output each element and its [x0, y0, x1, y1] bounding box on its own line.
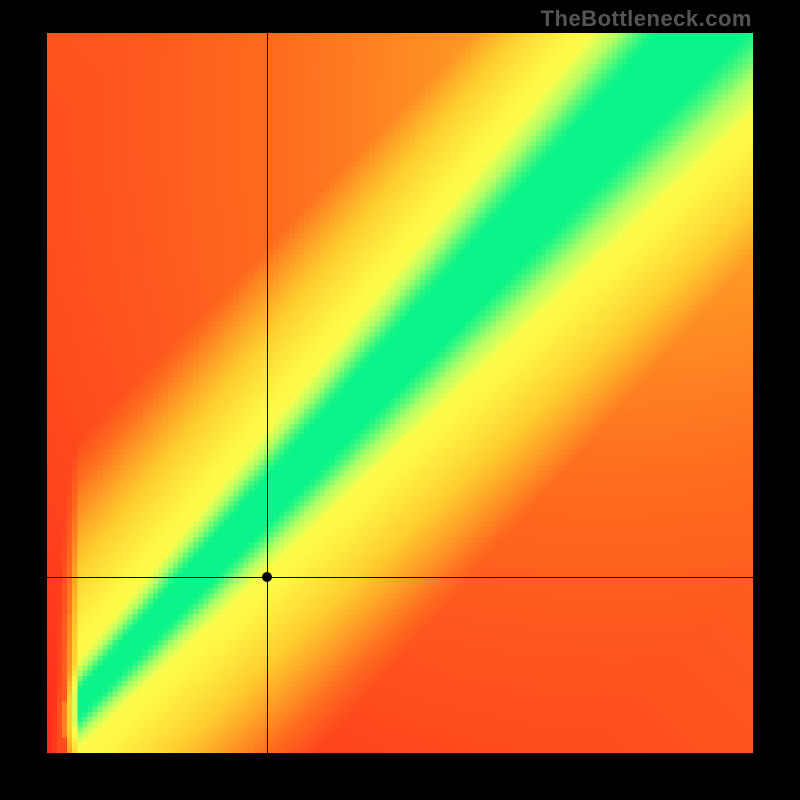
- figure-container: TheBottleneck.com: [0, 0, 800, 800]
- crosshair-horizontal: [47, 577, 753, 578]
- heatmap-plot: [47, 33, 753, 753]
- heatmap-canvas: [47, 33, 753, 753]
- watermark-text: TheBottleneck.com: [541, 6, 752, 32]
- crosshair-marker: [262, 572, 272, 582]
- crosshair-vertical: [267, 33, 268, 753]
